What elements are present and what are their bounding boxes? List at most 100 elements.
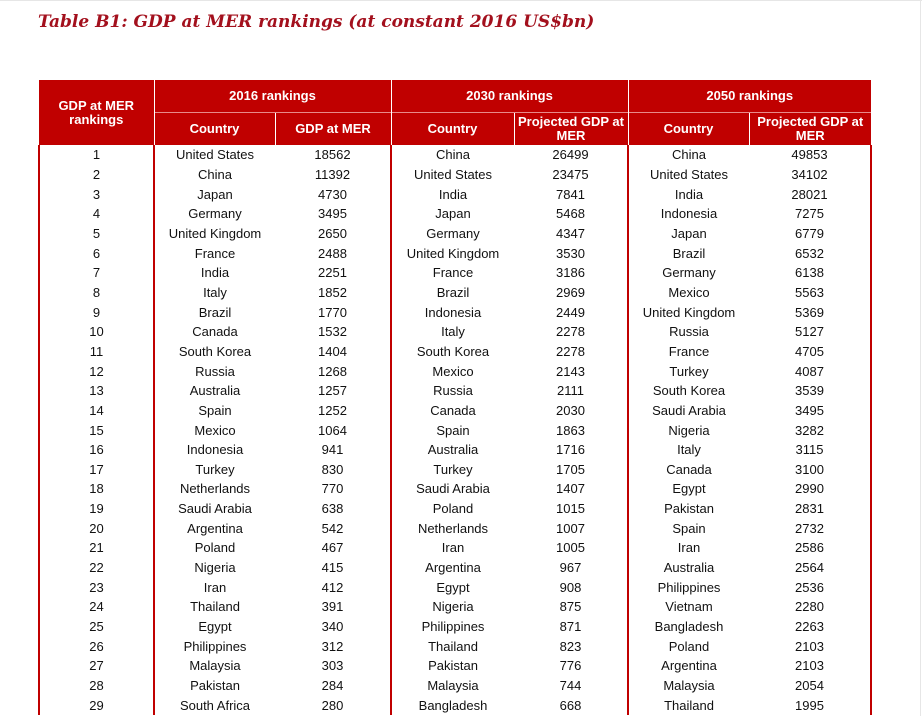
rank-cell: 7 [38,262,154,283]
country-2016-cell: Italy [153,282,275,303]
gdp-2030-cell: 7841 [556,186,585,202]
gdp-2016-cell: 412 [321,579,344,595]
table-row: 12 Russia 1268 Mexico 2143 Turkey 4087 [38,361,872,381]
country-2016-cell: Egypt [153,616,275,637]
table-row: 1 United States 18562 China 26499 China 49853 [38,145,872,165]
gdp-2050-cell: 3495 [749,400,872,421]
gdp-2016-cell: 1770 [318,304,347,320]
table-row: 10 Canada 1532 Italy 2278 Russia 5127 [38,321,872,342]
gdp-2050-cell: 3539 [749,380,872,401]
country-2050-cell: Nigeria [627,420,749,440]
country-2016-cell: Malaysia [153,656,275,676]
country-2016-cell: Spain [153,400,275,421]
country-2050-cell: Vietnam [627,597,749,617]
gdp-2030-cell: 875 [559,599,582,615]
gdp-2016-cell: 4730 [318,186,347,202]
country-2050-cell: Turkey [627,361,749,381]
gdp-2050-cell: 3100 [749,459,872,480]
rank-cell: 14 [38,400,154,421]
country-2050-cell: Philippines [627,577,749,598]
country-2050-cell: Malaysia [627,675,749,696]
country-2016-cell: India [153,262,275,283]
country-2016-cell: Pakistan [153,675,275,696]
rank-cell: 25 [38,616,154,637]
table-row: 18 Netherlands 770 Saudi Arabia 1407 Egypt 299… [38,479,872,499]
gdp-2030-cell: 908 [559,579,582,595]
country-2030-cell: Malaysia [390,675,514,696]
table-row: 23 Iran 412 Egypt 908 Philippines 2536 [38,577,872,598]
rank-column-header: GDP at MER rankings [39,80,154,145]
rank-cell: 10 [38,321,154,342]
country-2016-cell: Poland [153,538,275,558]
table-row: 8 Italy 1852 Brazil 2969 Mexico 5563 [38,282,872,303]
rank-cell: 4 [38,203,154,224]
gdp-2050-cell: 5563 [749,282,872,303]
country-2016-cell: Germany [153,203,275,224]
gdp-2016-cell: 542 [321,520,344,536]
country-2050-cell: Indonesia [627,203,749,224]
rank-cell: 24 [38,597,154,617]
table-row: 19 Saudi Arabia 638 Poland 1015 Pakistan 2831 [38,498,872,519]
rank-cell: 11 [38,341,154,362]
country-2030-cell: Australia [390,439,514,460]
country-2016-cell: Nigeria [153,557,275,578]
table-row: 16 Indonesia 941 Australia 1716 Italy 3115 [38,439,872,460]
country-2030-cell: Egypt [390,577,514,598]
gdp-2016-cell: 1064 [318,422,347,438]
country-2050-cell: China [627,145,749,165]
gdp-2030-header: Projected GDP at MER [513,112,628,145]
gdp-2050-cell: 6138 [749,262,872,283]
gdp-2050-cell: 2586 [749,538,872,558]
country-2030-cell: Turkey [390,459,514,480]
gdp-2016-cell: 830 [321,461,344,477]
table-row: 2 China 11392 United States 23475 United Stat… [38,164,872,185]
country-2016-cell: China [153,164,275,185]
country-2050-cell: Germany [627,262,749,283]
country-2016-cell: United States [153,145,275,165]
gdp-2030-cell: 23475 [552,166,589,182]
gdp-2050-header: Projected GDP at MER [748,112,871,145]
rank-cell: 27 [38,656,154,676]
gdp-2050-cell: 6779 [749,223,872,244]
gdp-2030-cell: 776 [559,658,582,674]
rank-cell: 26 [38,636,154,657]
rank-cell: 29 [38,695,154,716]
gdp-2016-cell: 280 [321,697,344,713]
gdp-2030-cell: 668 [559,697,582,713]
gdp-2016-cell: 11392 [314,166,351,182]
gdp-2050-cell: 3282 [749,420,872,440]
rank-cell: 22 [38,557,154,578]
gdp-2050-cell: 2263 [749,616,872,637]
country-2016-cell: Australia [153,380,275,401]
gdp-2030-cell: 2111 [557,383,584,399]
country-2016-cell: Brazil [153,302,275,322]
country-2050-cell: Poland [627,636,749,657]
country-2050-cell: Egypt [627,479,749,499]
country-2030-cell: United States [390,164,514,185]
country-2050-cell: Canada [627,459,749,480]
country-2016-header: Country [153,112,275,145]
country-2030-cell: Italy [390,321,514,342]
gdp-2030-cell: 2278 [556,324,585,340]
table-body: 1 United States 18562 China 26499 China 49853 2… [38,145,872,716]
country-2050-cell: India [627,184,749,204]
gdp-rankings-table: GDP at MER rankings 2016 rankings 2030 r… [38,80,872,716]
country-2030-cell: Iran [390,538,514,558]
gdp-2016-header: GDP at MER [274,112,391,145]
country-2030-cell: Saudi Arabia [390,479,514,499]
table-row: 27 Malaysia 303 Pakistan 776 Argentina 2103 [38,656,872,676]
table-row: 22 Nigeria 415 Argentina 967 Australia 2564 [38,557,872,578]
country-2016-cell: Russia [153,361,275,381]
country-2050-cell: Bangladesh [627,616,749,637]
gdp-2050-cell: 2054 [749,675,872,696]
gdp-2030-cell: 1407 [556,481,585,497]
country-2030-cell: Netherlands [390,518,514,539]
group-header-2050: 2050 rankings [627,80,871,113]
country-2016-cell: Philippines [153,636,275,657]
gdp-2016-cell: 1252 [318,402,347,418]
country-2050-header: Country [627,112,749,145]
country-2030-cell: Brazil [390,282,514,303]
rank-cell: 18 [38,479,154,499]
table-row: 13 Australia 1257 Russia 2111 South Korea 3539 [38,380,872,401]
country-2050-cell: Russia [627,321,749,342]
